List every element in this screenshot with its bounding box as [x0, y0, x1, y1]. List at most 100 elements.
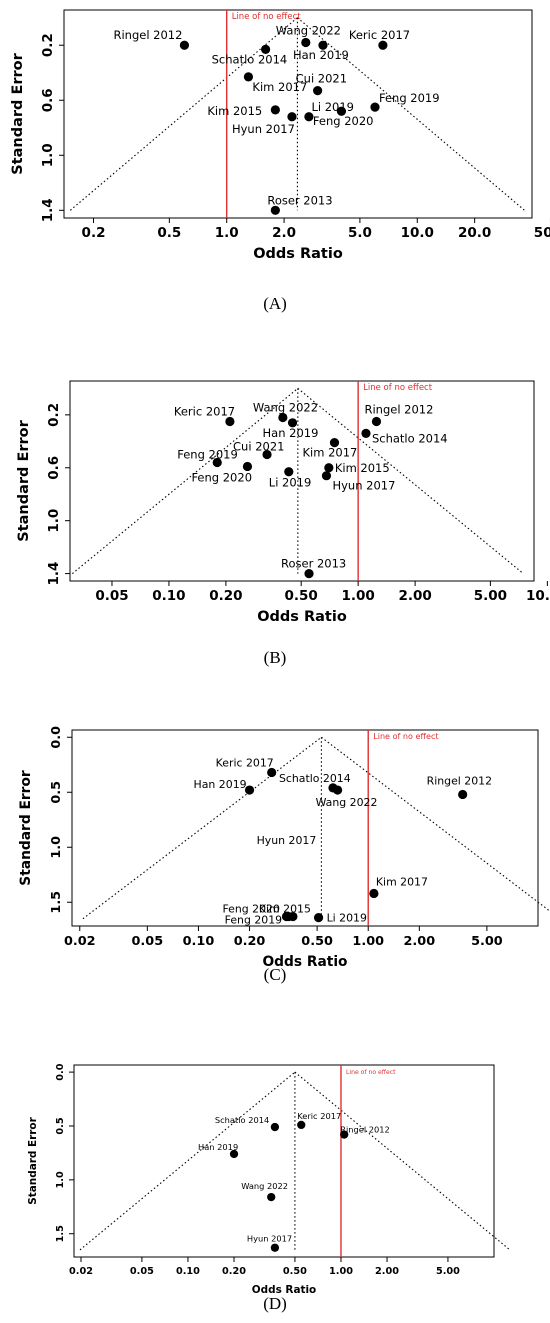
panel-a-plot-frame	[63, 9, 533, 219]
panel-c-study-label: Kim 2015	[259, 903, 311, 916]
panel-b-x-tick-label: 2.00	[398, 588, 431, 604]
panel-d-study-label: Wang 2022	[241, 1181, 288, 1191]
panel-c-x-tick-label: 0.05	[132, 934, 164, 949]
panel-b-study-label: Feng 2019	[177, 447, 238, 461]
panel-d-funnel-left	[79, 1071, 296, 1251]
panel-c-x-tick-label: 2.00	[404, 934, 436, 949]
panel-b-study-point	[225, 416, 235, 427]
panel-c-x-tick-label: 0.20	[234, 934, 266, 949]
panel-d-study-label: Ringel 2012	[340, 1125, 390, 1135]
panel-a-y-tick-label: 1.0	[40, 143, 56, 167]
panel-d-x-tick-label: 5.00	[436, 1266, 460, 1277]
panel-b-x-tick-label: 0.10	[152, 588, 185, 604]
panel-a-study-point	[336, 106, 347, 116]
panel-d-x-axis-label: Odds Ratio	[252, 1284, 316, 1296]
panel-d-x-tick-label: 0.20	[222, 1266, 246, 1277]
panel-b-x-tick-label: 10.00	[526, 588, 550, 604]
panel-label-b: (B)	[263, 648, 287, 667]
panel-d-y-tick-label: 1.5	[55, 1225, 66, 1242]
panel-b-study-label: Feng 2020	[191, 470, 252, 484]
panel-d-y-tick-label: 0.5	[55, 1117, 66, 1134]
panel-label-a: (A)	[263, 294, 287, 313]
panel-c-x-tick-label: 0.02	[64, 934, 96, 949]
panel-d-x-tick-label: 0.02	[69, 1266, 93, 1277]
panel-d-y-axis-label: Standard Error	[27, 1116, 39, 1204]
panel-b-study-point	[304, 568, 314, 579]
panel-d-funnel-right	[294, 1071, 511, 1251]
panel-a-study-label: Schatlo 2014	[212, 52, 288, 66]
panel-b-study-point	[361, 428, 371, 438]
panel-a-study-point	[179, 40, 190, 50]
panel-a-study-point	[378, 40, 388, 50]
panel-b-y-tick-label: 1.0	[46, 509, 62, 533]
panel-b-study-point	[329, 438, 340, 448]
panel-a-study-label: Ringel 2012	[113, 28, 182, 42]
panel-d-y-tick-label: 0.0	[55, 1063, 66, 1080]
panel-c-study-label: Keric 2017	[216, 756, 274, 769]
panel-d-x-tick-label: 0.05	[130, 1266, 154, 1277]
panel-d-x-tick-label: 0.10	[176, 1266, 200, 1277]
panel-a-y-tick-label: 0.2	[40, 33, 56, 57]
panel-a-x-tick-label: 50.0	[534, 225, 550, 241]
panel-b-study-label: Kim 2017	[303, 446, 358, 460]
panel-c-study-label: Han 2019	[194, 778, 247, 791]
panel-a-x-tick-label: 0.2	[82, 225, 106, 241]
panel-a-funnel-right	[297, 17, 525, 211]
panel-d-chart: Line of no effect 0.02 0.05 0.10 0.20 0.50 1.0…	[27, 1063, 511, 1296]
panel-c-y-axis-label: Standard Error	[18, 770, 34, 886]
panel-b-x-tick-label: 5.00	[474, 588, 507, 604]
panel-b-study-point	[324, 463, 334, 473]
panel-b-study-label: Han 2019	[263, 426, 319, 440]
panel-d-study-label: Schatlo 2014	[215, 1115, 269, 1125]
panel-c-study-point	[267, 767, 277, 778]
panel-c-study-label: Kim 2017	[376, 875, 428, 888]
panel-b-study-label: Schatlo 2014	[372, 431, 448, 445]
panel-a-x-axis-label: Odds Ratio	[253, 246, 343, 262]
panel-a-chart: Line of no effect 0.2 0.5 1.0 2.0 5.0 10.0 20.0…	[10, 9, 550, 262]
panel-c-plot-frame	[71, 729, 539, 927]
panel-c-study-label: Schatlo 2014	[279, 772, 351, 785]
panel-a-study-point	[301, 37, 311, 48]
panel-d-x-tick-label: 1.00	[329, 1266, 353, 1277]
panel-a-y-tick-label: 0.6	[40, 88, 56, 112]
panel-d-study-point	[297, 1120, 306, 1130]
panel-d-plot-frame	[73, 1064, 495, 1258]
panel-a-study-label: Li 2019	[311, 100, 354, 114]
panel-c-study-point	[369, 888, 379, 899]
panel-a-x-tick-label: 2.0	[272, 225, 296, 241]
panel-d-study-point	[270, 1243, 280, 1252]
panel-c-study-label: Feng 2019	[225, 914, 283, 927]
panel-d-reference-line-label: Line of no effect	[346, 1069, 396, 1076]
panel-c-y-tick-label: 0.5	[49, 781, 64, 804]
panel-a-study-label: Han 2019	[293, 48, 349, 62]
panel-c-study-label: Feng 2020	[222, 903, 280, 916]
panel-c-y-tick-label: 0.0	[49, 726, 64, 749]
panel-c-x-axis-label: Odds Ratio	[262, 954, 347, 970]
panel-b-study-label: Cui 2021	[233, 440, 284, 454]
panel-b-study-point	[371, 416, 382, 427]
panel-label-d: (D)	[263, 1294, 287, 1313]
panel-b-study-label: Wang 2022	[253, 401, 318, 415]
panel-a-x-tick-label: 5.0	[348, 225, 372, 241]
panel-c-study-point	[244, 785, 255, 795]
panel-b-study-point	[321, 471, 332, 481]
panel-b-x-tick-label: 0.50	[285, 588, 318, 604]
panel-b-x-tick-label: 0.20	[209, 588, 242, 604]
panel-b-study-label: Roser 2013	[281, 557, 346, 571]
panel-b-x-tick-label: 1.00	[341, 588, 374, 604]
panel-a-study-label: Keric 2017	[349, 28, 410, 42]
panel-a-reference-line-label: Line of no effect	[232, 12, 302, 22]
panel-c-study-point	[458, 789, 468, 800]
panel-c-study-label: Ringel 2012	[427, 774, 492, 787]
panel-a-study-point	[270, 205, 280, 215]
panel-b-study-label: Li 2019	[269, 476, 312, 490]
panel-d-study-label: Hyun 2017	[247, 1234, 292, 1244]
panel-b-study-point	[287, 418, 298, 428]
panel-a-funnel-left	[69, 17, 298, 211]
panel-c-chart: Line of no effect 0.02 0.05 0.10 0.20 0.50 1.0…	[18, 726, 550, 970]
panel-c-reference-line-label: Line of no effect	[373, 732, 438, 741]
panel-d-study-point	[267, 1192, 276, 1202]
panel-a-study-label: Kim 2015	[207, 104, 262, 118]
panel-d-study-point	[340, 1130, 349, 1139]
